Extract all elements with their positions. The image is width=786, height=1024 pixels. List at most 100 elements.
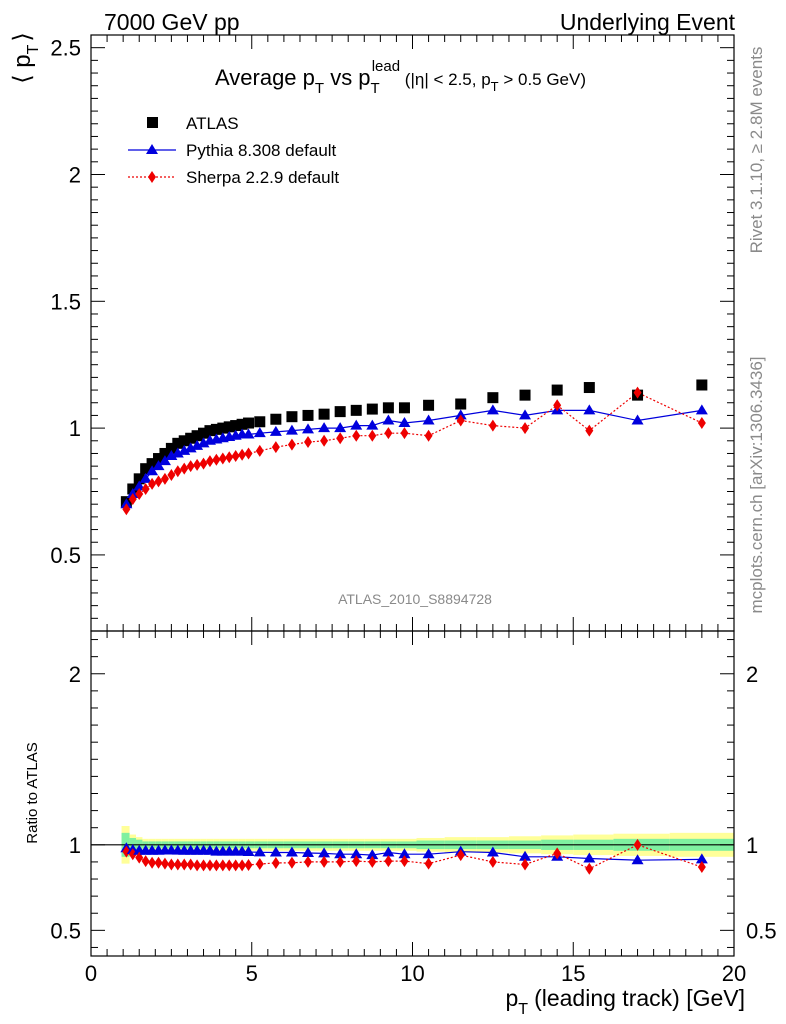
atlas-point [159,447,171,459]
pythia-ratio-point [382,846,395,857]
sherpa-point [244,447,253,460]
sherpa-point [697,417,706,430]
atlas-point [487,392,499,404]
header-left: 7000 GeV pp [104,9,240,35]
header-right: Underlying Event [560,9,736,35]
sherpa-ratio-point [553,847,562,860]
ratio-ytick-label-right: 0.5 [746,918,777,943]
legend-label-atlas: ATLAS [186,114,239,133]
pythia-ratio-point [285,846,298,857]
atlas-point [223,421,235,433]
pythia-ratio-point [302,847,315,858]
sherpa-point [205,455,214,468]
atlas-point [133,473,145,485]
sherpa-ratio-point [238,859,247,872]
pythia-ratio-point [366,849,379,860]
sherpa-ratio-point [304,855,313,868]
atlas-point [210,423,222,435]
ratio-ylabel: Ratio to ATLAS [24,742,41,843]
atlas-point [254,416,266,428]
sherpa-point [287,438,296,451]
sherpa-point [225,451,234,464]
legend-label-sherpa: Sherpa 2.2.9 default [186,168,339,187]
sherpa-ratio-point [167,858,176,871]
sherpa-point [488,419,497,432]
atlas-point [191,430,203,442]
pythia-ratio-point [519,850,532,861]
pythia-point [318,422,331,433]
sherpa-ratio-point [320,855,329,868]
sherpa-ratio-point [212,859,221,872]
atlas-point [243,417,255,429]
sherpa-ratio-point [186,858,195,871]
pythia-point [152,460,165,471]
xtick-label: 20 [722,961,746,986]
sherpa-point [148,477,157,490]
pythia-ratio-point [695,853,708,864]
pythia-ratio-point [334,848,347,859]
atlas-point [204,425,216,437]
pythia-point [165,450,178,461]
sherpa-ratio-point [141,855,150,868]
sherpa-point [238,448,247,461]
sherpa-ratio-point [173,858,182,871]
pythia-point [242,428,255,439]
pythia-ratio-point [350,848,363,859]
legend: ATLAS Pythia 8.308 default Sherpa 2.2.9 … [128,114,339,187]
pythia-point [191,439,204,450]
main-ytick-label: 1.5 [50,289,81,314]
atlas-point [366,403,378,415]
sherpa-point [352,429,361,442]
sherpa-point [384,427,393,440]
x-axis-label: pT (leading track) [GeV] [506,985,746,1018]
legend-marker-sherpa [148,171,156,183]
ratio-ytick-label: 0.5 [50,918,81,943]
atlas-point [270,413,282,425]
legend-marker-pythia [146,144,158,154]
sherpa-point [255,444,264,457]
sherpa-point [400,427,409,440]
sherpa-point [521,422,530,435]
sherpa-ratio-point [218,859,227,872]
sherpa-ratio-point [160,857,169,870]
pythia-ratio-point [631,854,644,865]
sherpa-point [424,429,433,442]
sherpa-point [180,462,189,475]
sherpa-ratio-point [193,859,202,872]
atlas-point [140,463,152,475]
atlas-point [286,411,298,423]
pythia-point [695,404,708,415]
main-ytick-label: 1 [69,416,81,441]
sherpa-point [122,503,131,516]
atlas-point [398,402,410,414]
sherpa-point [199,457,208,470]
pythia-point [398,417,411,428]
pythia-ratio-point [269,846,282,857]
sherpa-point [633,386,642,399]
pythia-point [519,409,532,420]
sherpa-ratio-point [488,855,497,868]
pythia-point [631,414,644,425]
pythia-ratio-point [242,846,255,856]
pythia-point [139,472,152,483]
sherpa-point [231,450,240,463]
pythia-point [334,422,347,433]
sherpa-ratio-point [255,857,264,870]
sherpa-point [154,475,163,488]
xtick-label: 5 [246,961,258,986]
sherpa-ratio-point [148,856,157,869]
legend-label-pythia: Pythia 8.308 default [186,141,337,160]
pythia-point [133,480,146,491]
legend-marker-atlas [147,117,158,128]
sherpa-ratio-point [400,855,409,868]
main-ytick-label: 0.5 [50,543,81,568]
pythia-point [120,498,133,509]
sherpa-ratio-point [521,858,530,871]
sherpa-ratio-point [199,859,208,872]
sherpa-ratio-point [271,856,280,869]
main-ytick-label: 2.5 [50,36,81,61]
pythia-point [454,409,467,420]
pythia-ratio-point [318,847,331,858]
